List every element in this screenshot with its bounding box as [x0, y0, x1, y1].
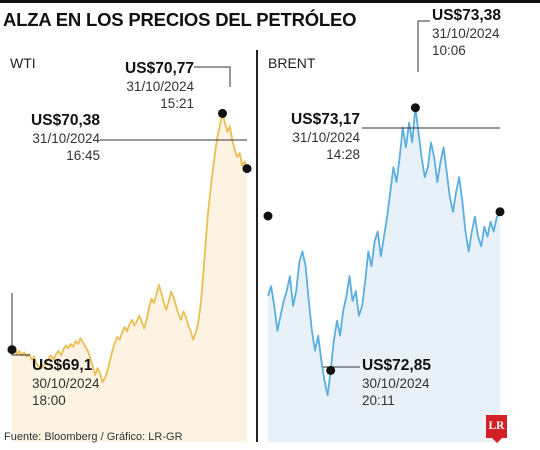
- wti-high-time: 15:21: [160, 96, 194, 111]
- brent-close-time: 14:28: [326, 147, 360, 162]
- panel-divider: [256, 50, 258, 442]
- brent-area-fill: [268, 107, 500, 442]
- lr-logo: LR: [486, 415, 507, 438]
- brent-start-marker: [263, 211, 273, 221]
- wti-low-annotation: US$69,1 30/10/2024 18:00: [32, 356, 100, 409]
- brent-chart: [263, 20, 505, 442]
- wti-close-date: 31/10/2024: [32, 131, 100, 146]
- wti-high-date: 31/10/2024: [126, 79, 194, 94]
- source-note: Fuente: Bloomberg / Gráfico: LR-GR: [4, 431, 183, 443]
- brent-high-price: US$73,38: [432, 7, 501, 24]
- brent-low-time: 20:11: [362, 393, 395, 408]
- wti-low-time: 18:00: [32, 393, 66, 408]
- wti-high-annotation: US$70,77 31/10/2024 15:21: [98, 59, 194, 112]
- brent-high-annotation: US$73,38 31/10/2024 10:06: [432, 6, 501, 59]
- chart-title: ALZA EN LOS PRECIOS DEL PETRÓLEO: [3, 9, 357, 30]
- brent-high-date: 31/10/2024: [432, 26, 500, 41]
- title-rule: [0, 0, 540, 3]
- brent-point-marker: [410, 103, 420, 113]
- brent-high-time: 10:06: [432, 43, 466, 58]
- wti-low-price: US$69,1: [32, 357, 93, 374]
- wti-point-marker: [242, 164, 252, 174]
- wti-point-marker: [7, 345, 17, 355]
- wti-close-price: US$70,38: [31, 112, 100, 129]
- brent-low-annotation: US$72,85 30/10/2024 20:11: [362, 356, 431, 409]
- brent-close-annotation: US$73,17 31/10/2024 14:28: [268, 110, 360, 163]
- brent-point-marker: [326, 365, 336, 375]
- wti-area-fill: [12, 113, 247, 443]
- brent-low-date: 30/10/2024: [362, 376, 430, 391]
- wti-price-line: [11, 112, 248, 384]
- wti-high-price: US$70,77: [125, 60, 194, 77]
- wti-close-time: 16:45: [66, 148, 100, 163]
- wti-low-date: 30/10/2024: [32, 376, 100, 391]
- brent-label: BRENT: [268, 55, 316, 71]
- logo-tab: [492, 438, 502, 443]
- brent-close-price: US$73,17: [291, 111, 360, 128]
- wti-point-marker: [218, 108, 227, 118]
- wti-leader-line: [11, 293, 30, 356]
- wti-close-annotation: US$70,38 31/10/2024 16:45: [8, 111, 100, 164]
- wti-chart: [7, 66, 252, 443]
- brent-leader-line: [417, 20, 430, 72]
- brent-point-marker: [495, 207, 505, 217]
- brent-low-price: US$72,85: [362, 357, 431, 374]
- brent-close-date: 31/10/2024: [292, 130, 360, 145]
- wti-leader-line: [194, 66, 231, 87]
- wti-label: WTI: [10, 55, 36, 71]
- brent-price-line: [267, 106, 501, 397]
